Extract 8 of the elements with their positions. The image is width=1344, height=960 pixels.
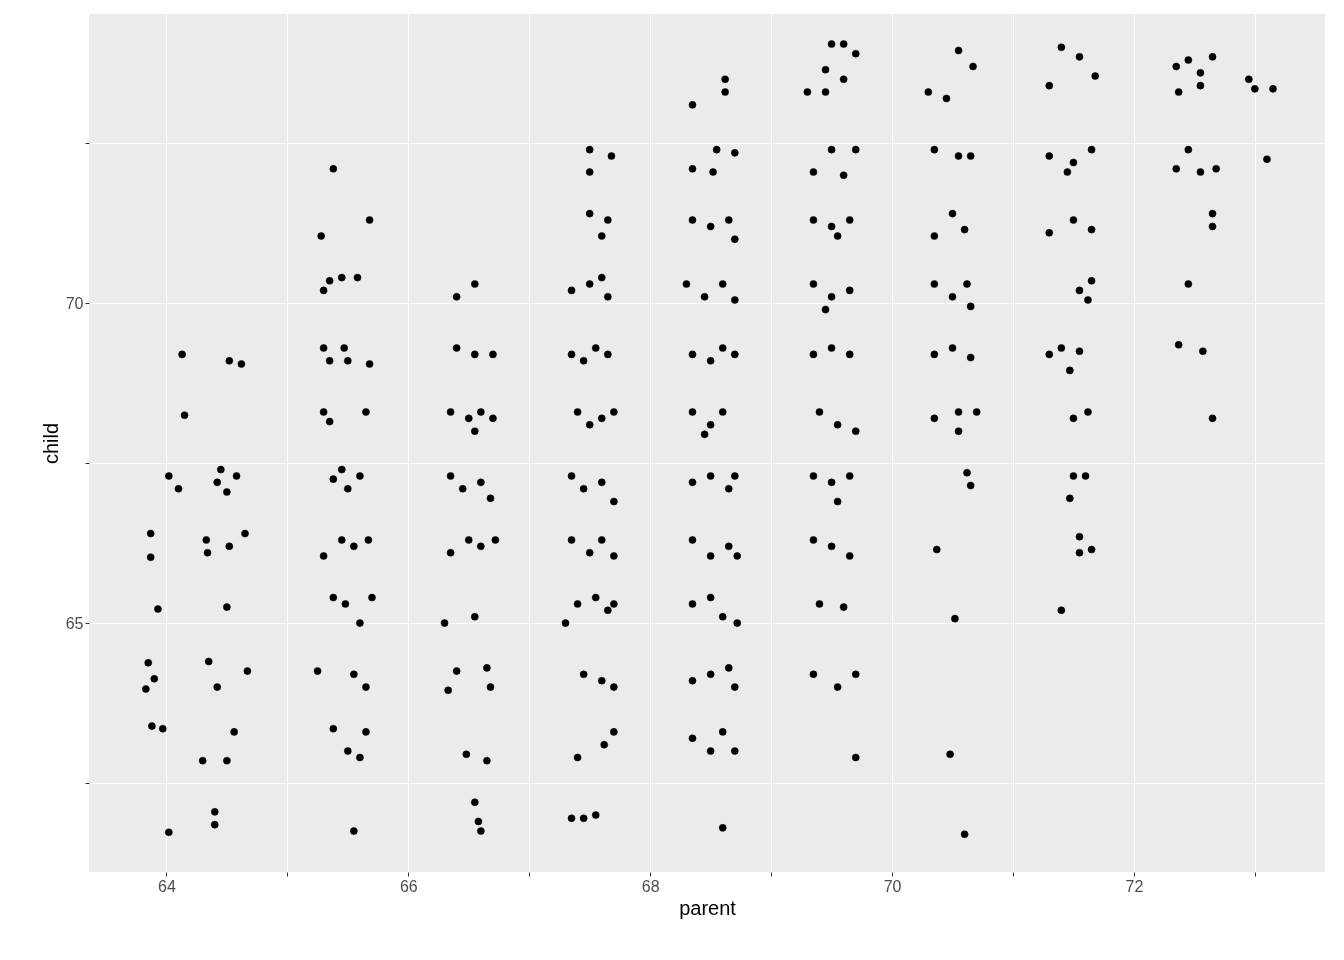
x-tick-label: 64 — [158, 877, 176, 895]
x-tick-label: 66 — [399, 877, 418, 895]
x-tick-label: 72 — [1125, 877, 1144, 895]
y-axis-title: child — [39, 422, 62, 465]
x-tick-label: 68 — [641, 877, 660, 895]
y-tick-label: 65 — [65, 614, 84, 632]
x-axis-title: parent — [679, 896, 737, 919]
x-tick-label: 70 — [883, 877, 902, 895]
